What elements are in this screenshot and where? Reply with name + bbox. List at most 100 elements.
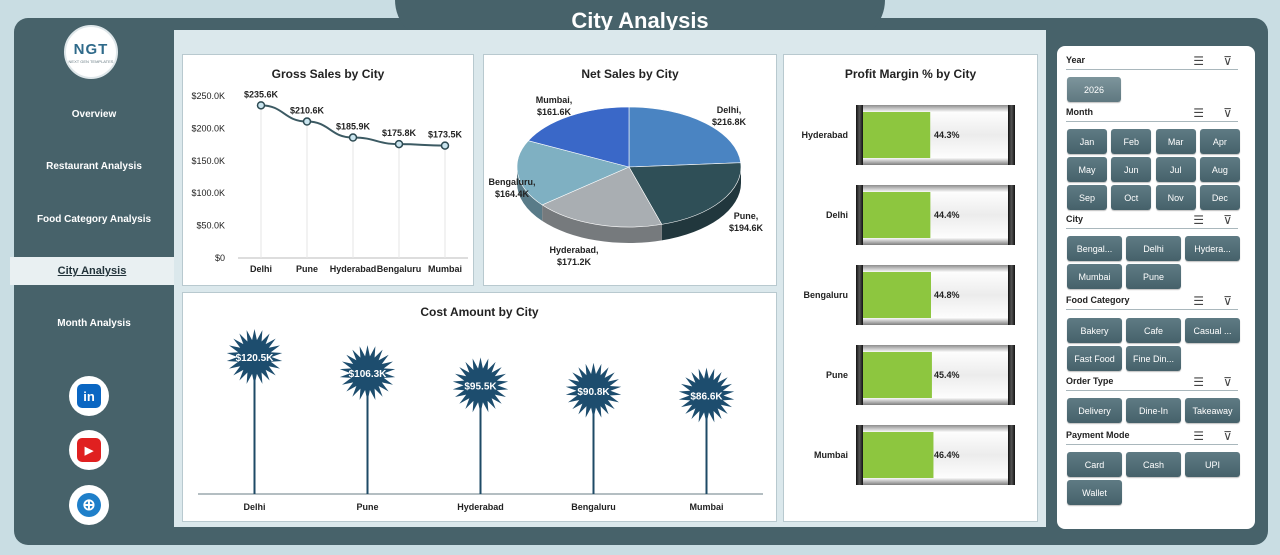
payment-mode-slicer-label: Payment Mode [1066, 430, 1130, 440]
payment-mode-slicer-button[interactable]: UPI [1185, 452, 1240, 477]
month-slicer-button[interactable]: Mar [1155, 129, 1196, 154]
city-slicer-header: City ☰ ⊽ [1066, 213, 1238, 229]
month-slicer-button[interactable]: Sep [1067, 185, 1107, 210]
profit-cap-left [856, 265, 863, 325]
profit-fill [862, 352, 932, 398]
city-slicer-button[interactable]: Bengal... [1067, 236, 1122, 261]
month-slicer-button[interactable]: Oct [1111, 185, 1152, 210]
net-sales-panel: Net Sales by City Delhi, $216.8K Pune, $194… [483, 54, 777, 286]
website-button[interactable]: ⊕ [69, 485, 109, 525]
city-slicer-button[interactable]: Delhi [1126, 236, 1181, 261]
gross-y-tick: $0 [215, 253, 225, 263]
linkedin-icon: in [77, 384, 101, 408]
pie-label-name: Delhi, [717, 105, 742, 115]
city-slicer-button[interactable]: Hydera... [1185, 236, 1240, 261]
logo-subtext: NEXT GEN TEMPLATES [68, 58, 114, 64]
multi-select-icon[interactable]: ☰ [1193, 294, 1204, 308]
month-slicer-button[interactable]: Jan [1067, 129, 1107, 154]
month-slicer-button[interactable]: Nov [1155, 185, 1196, 210]
order-type-slicer-button[interactable]: Delivery [1067, 398, 1122, 423]
multi-select-icon[interactable]: ☰ [1193, 375, 1204, 389]
profit-cap-right [1008, 425, 1015, 485]
gross-sales-data-label: $175.8K [382, 128, 417, 138]
pie-slice [628, 106, 742, 168]
multi-select-icon[interactable]: ☰ [1193, 106, 1204, 120]
pie-slice [628, 162, 742, 225]
profit-data-label: 44.4% [934, 210, 960, 220]
month-slicer-button[interactable]: Feb [1111, 129, 1152, 154]
linkedin-button[interactable]: in [69, 376, 109, 416]
nav-food-category-analysis[interactable]: Food Category Analysis [36, 213, 152, 225]
profit-cap-right [1008, 185, 1015, 245]
multi-select-icon[interactable]: ☰ [1193, 429, 1204, 443]
gross-sales-data-label: $235.6K [244, 89, 279, 99]
cost-marker [678, 367, 735, 424]
month-slicer-button[interactable]: May [1067, 157, 1107, 182]
nav-city-analysis[interactable]: City Analysis [10, 257, 174, 285]
month-slicer-button[interactable]: Dec [1199, 185, 1240, 210]
gross-x-tick: Pune [296, 264, 318, 274]
profit-cap-left [856, 425, 863, 485]
cost-amount-panel: Cost Amount by City $120.5K Delhi $106.3K P… [182, 292, 777, 522]
nav-month-analysis[interactable]: Month Analysis [57, 317, 131, 329]
multi-select-icon[interactable]: ☰ [1193, 213, 1204, 227]
city-slicer-button[interactable]: Pune [1126, 264, 1181, 289]
order-type-slicer-button[interactable]: Dine-In [1126, 398, 1181, 423]
gross-sales-point [302, 117, 312, 126]
youtube-button[interactable]: ▶ [69, 430, 109, 470]
cost-x-tick: Pune [356, 502, 378, 512]
clear-filter-icon[interactable]: ⊽ [1223, 54, 1232, 68]
gross-y-tick: $50.0K [196, 221, 225, 231]
clear-filter-icon[interactable]: ⊽ [1223, 375, 1232, 389]
gross-y-tick: $250.0K [191, 91, 225, 101]
payment-mode-slicer-button[interactable]: Wallet [1067, 480, 1122, 505]
city-slicer-button[interactable]: Mumbai [1067, 264, 1122, 289]
gross-sales-chart: $250.0K $200.0K $150.0K $100.0K $50.0K $0 $235… [191, 89, 468, 274]
clear-filter-icon[interactable]: ⊽ [1223, 429, 1232, 443]
food-category-slicer-button[interactable]: Casual ... [1185, 318, 1240, 343]
clear-filter-icon[interactable]: ⊽ [1223, 213, 1232, 227]
gross-y-tick: $100.0K [191, 188, 225, 198]
month-slicer-button[interactable]: Apr [1199, 129, 1240, 154]
pie-label-name: Bengaluru, [488, 177, 535, 187]
nav-restaurant-analysis[interactable]: Restaurant Analysis [46, 160, 142, 172]
month-slicer-header: Month ☰ ⊽ [1066, 106, 1238, 122]
payment-mode-slicer-button[interactable]: Cash [1126, 452, 1181, 477]
youtube-icon: ▶ [77, 438, 101, 462]
profit-fill [862, 192, 931, 238]
pie-slice-side [542, 204, 662, 244]
profit-data-label: 45.4% [934, 370, 960, 380]
gross-x-tick: Bengaluru [377, 264, 422, 274]
gross-sales-point [440, 141, 450, 150]
cost-x-tick: Hyderabad [457, 502, 504, 512]
gross-sales-point [348, 133, 358, 142]
net-sales-chart: Delhi, $216.8K Pune, $194.6K Hyderabad, $171.… [488, 95, 763, 267]
food-category-slicer-button[interactable]: Bakery [1067, 318, 1122, 343]
year-slicer-button[interactable]: 2026 [1067, 77, 1121, 102]
nav-overview[interactable]: Overview [71, 108, 117, 120]
food-category-slicer-button[interactable]: Fast Food [1067, 346, 1122, 371]
profit-margin-panel: Profit Margin % by City 44.3% Hyderabad 44… [783, 54, 1038, 522]
cost-data-label: $106.3K [349, 369, 388, 380]
payment-mode-slicer-button[interactable]: Card [1067, 452, 1122, 477]
pie-label-value: $161.6K [537, 107, 572, 117]
profit-margin-title: Profit Margin % by City [844, 67, 977, 81]
profit-cap-right [1008, 345, 1015, 405]
content-area: Gross Sales by City $250.0K $200.0K $150.0… [174, 30, 1046, 527]
cost-data-label: $120.5K [236, 353, 275, 364]
profit-cap-right [1008, 105, 1015, 165]
cost-amount-title: Cost Amount by City [420, 305, 539, 319]
month-slicer-button[interactable]: Jun [1111, 157, 1152, 182]
food-category-slicer-button[interactable]: Cafe [1126, 318, 1181, 343]
cost-marker [452, 357, 509, 414]
month-slicer-button[interactable]: Jul [1155, 157, 1196, 182]
order-type-slicer-button[interactable]: Takeaway [1185, 398, 1240, 423]
food-category-slicer-button[interactable]: Fine Din... [1126, 346, 1181, 371]
profit-y-tick: Bengaluru [803, 290, 848, 300]
month-slicer-button[interactable]: Aug [1199, 157, 1240, 182]
multi-select-icon[interactable]: ☰ [1193, 54, 1204, 68]
pie-slice-side [517, 167, 543, 221]
clear-filter-icon[interactable]: ⊽ [1223, 294, 1232, 308]
clear-filter-icon[interactable]: ⊽ [1223, 106, 1232, 120]
gross-sales-data-label: $185.9K [336, 122, 371, 132]
